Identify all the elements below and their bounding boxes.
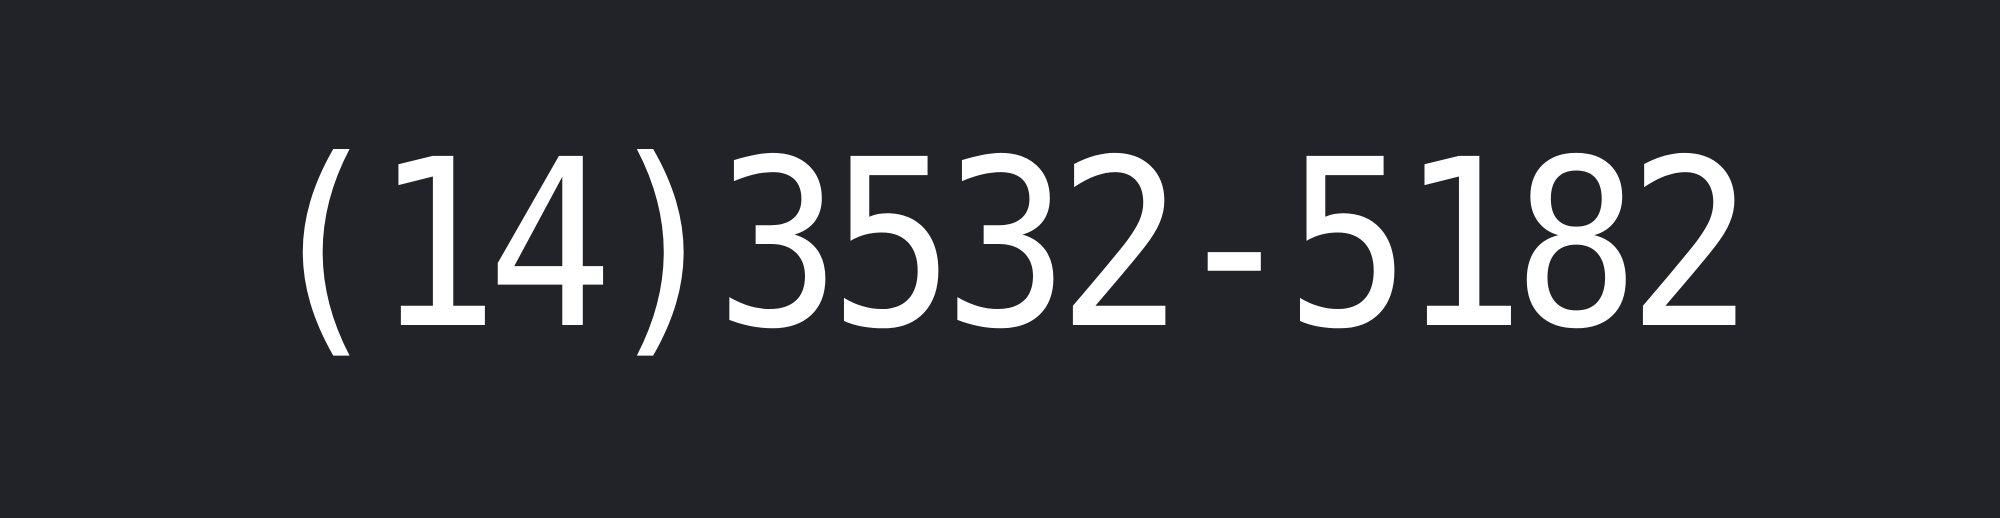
phone-number-text: (14)3532-5182 [258, 110, 1753, 380]
